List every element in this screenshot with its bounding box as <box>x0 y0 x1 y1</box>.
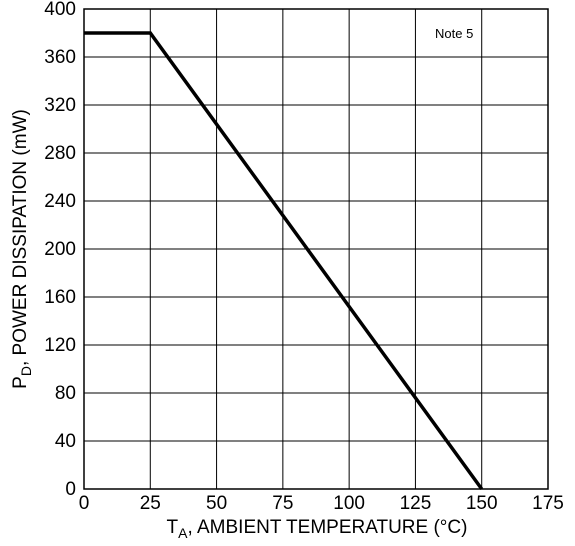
x-axis-label-text: , AMBIENT TEMPERATURE (°C) <box>187 517 467 538</box>
y-tick-label: 400 <box>44 0 76 20</box>
x-tick-label: 150 <box>466 493 498 514</box>
x-tick-label: 0 <box>79 493 90 514</box>
x-axis-label: TA, AMBIENT TEMPERATURE (°C) <box>167 517 468 541</box>
y-tick-label: 40 <box>55 431 76 452</box>
plot-frame <box>83 8 549 490</box>
y-tick-label: 360 <box>44 47 76 68</box>
y-axis-label-text: , POWER DISSIPATION (mW) <box>10 109 31 366</box>
x-tick-label: 25 <box>140 493 161 514</box>
y-tick-label: 240 <box>44 191 76 212</box>
x-tick-label: 100 <box>333 493 365 514</box>
y-axis-label-symbol: P <box>10 376 31 389</box>
series-layer <box>84 31 484 491</box>
y-tick-label: 80 <box>55 383 76 404</box>
grid <box>84 9 548 489</box>
x-axis-label-subscript: A <box>178 525 188 541</box>
note-annotation: Note 5 <box>435 26 473 41</box>
x-tick-label: 50 <box>206 493 227 514</box>
y-tick-label: 0 <box>65 479 76 500</box>
x-tick-label: 125 <box>400 493 432 514</box>
y-tick-label: 120 <box>44 335 76 356</box>
x-tick-label: 175 <box>532 493 564 514</box>
y-tick-label: 200 <box>44 239 76 260</box>
y-tick-label: 320 <box>44 95 76 116</box>
y-axis-label: PD, POWER DISSIPATION (mW) <box>10 109 34 389</box>
y-axis-label-subscript: D <box>18 366 34 376</box>
y-tick-label: 160 <box>44 287 76 308</box>
x-axis-label-symbol: T <box>167 517 179 538</box>
power-derating-line <box>84 31 484 491</box>
x-tick-labels: 0 25 50 75 100 125 150 175 <box>79 493 564 514</box>
x-tick-label: 75 <box>272 493 293 514</box>
y-tick-labels: 0 40 80 120 160 200 240 280 320 360 400 <box>44 0 76 500</box>
y-tick-label: 280 <box>44 143 76 164</box>
